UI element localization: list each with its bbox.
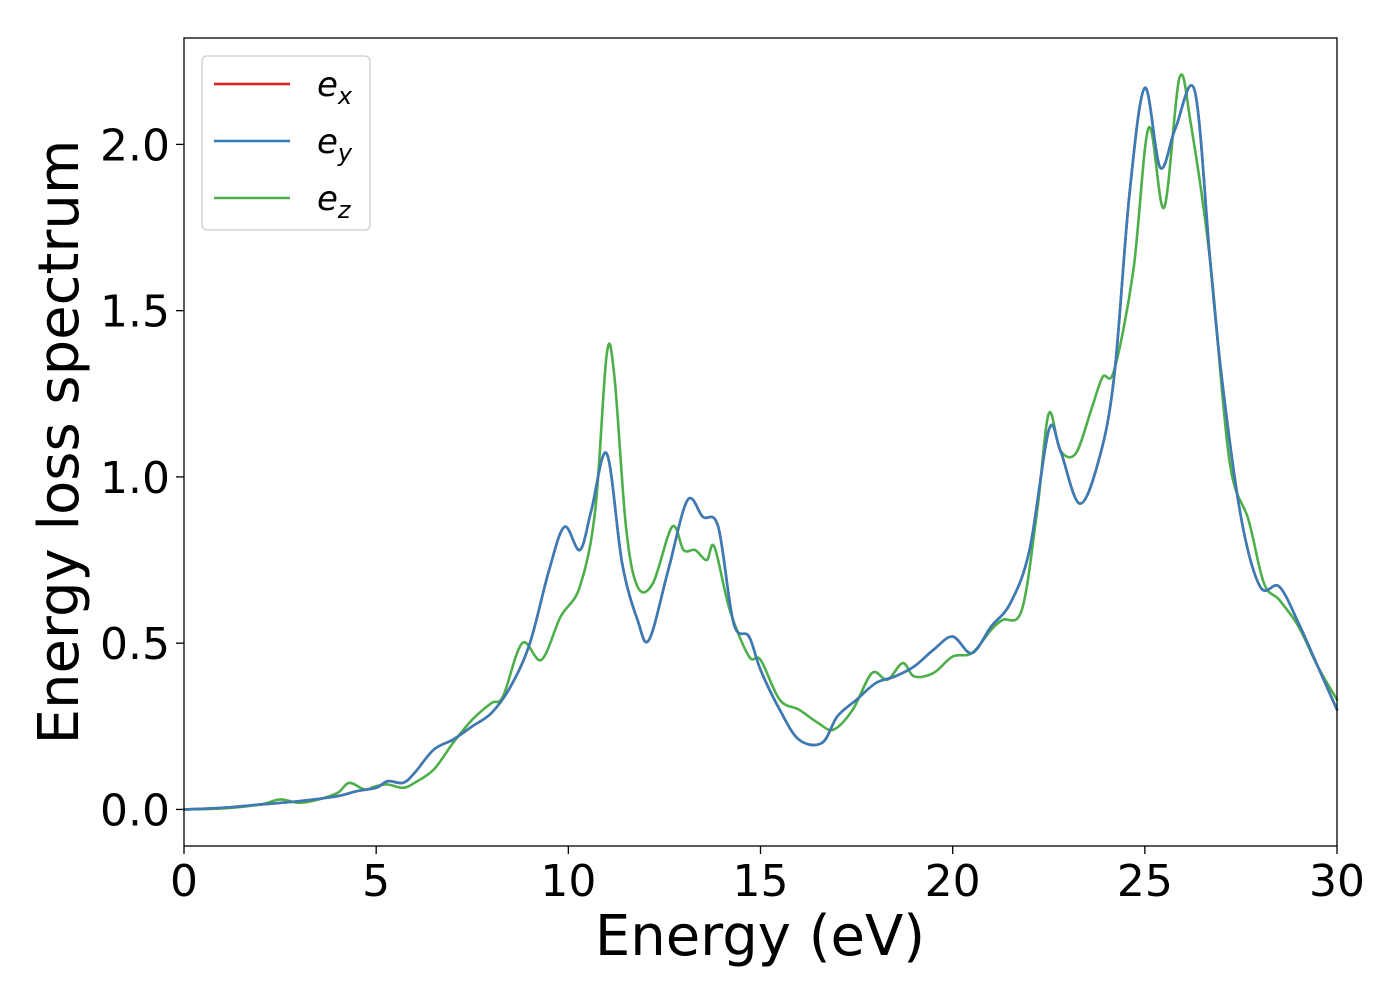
legend: ex ey ez xyxy=(201,55,371,231)
legend-label-ex: ex xyxy=(317,65,353,110)
y-tick-label: 1.5 xyxy=(100,287,170,338)
x-tick-label: 25 xyxy=(1117,856,1173,907)
legend-label-ey: ey xyxy=(317,122,353,167)
x-tick-label: 20 xyxy=(925,856,981,907)
x-tick-label: 5 xyxy=(362,856,390,907)
x-tick-label: 0 xyxy=(170,856,198,907)
x-axis-title: Energy (eV) xyxy=(595,904,925,969)
axis-ticks: 0 5 10 15 20 25 30 0.0 0.5 1.0 1.5 2.0 xyxy=(100,120,1365,907)
x-tick-label: 15 xyxy=(733,856,789,907)
y-tick-label: 1.0 xyxy=(100,453,170,504)
legend-box xyxy=(201,55,371,231)
y-tick-label: 0.5 xyxy=(100,619,170,670)
x-tick-label: 30 xyxy=(1309,856,1365,907)
plot-frame xyxy=(183,37,1338,847)
series-line-ez xyxy=(182,73,1339,811)
legend-label-ez: ez xyxy=(317,179,352,224)
x-tick-label: 10 xyxy=(540,856,596,907)
series-lines xyxy=(182,73,1339,811)
y-axis-title: Energy loss spectrum xyxy=(27,140,92,745)
series-line-ey xyxy=(182,83,1339,811)
y-tick-label: 0.0 xyxy=(100,785,170,836)
y-tick-label: 2.0 xyxy=(100,120,170,171)
